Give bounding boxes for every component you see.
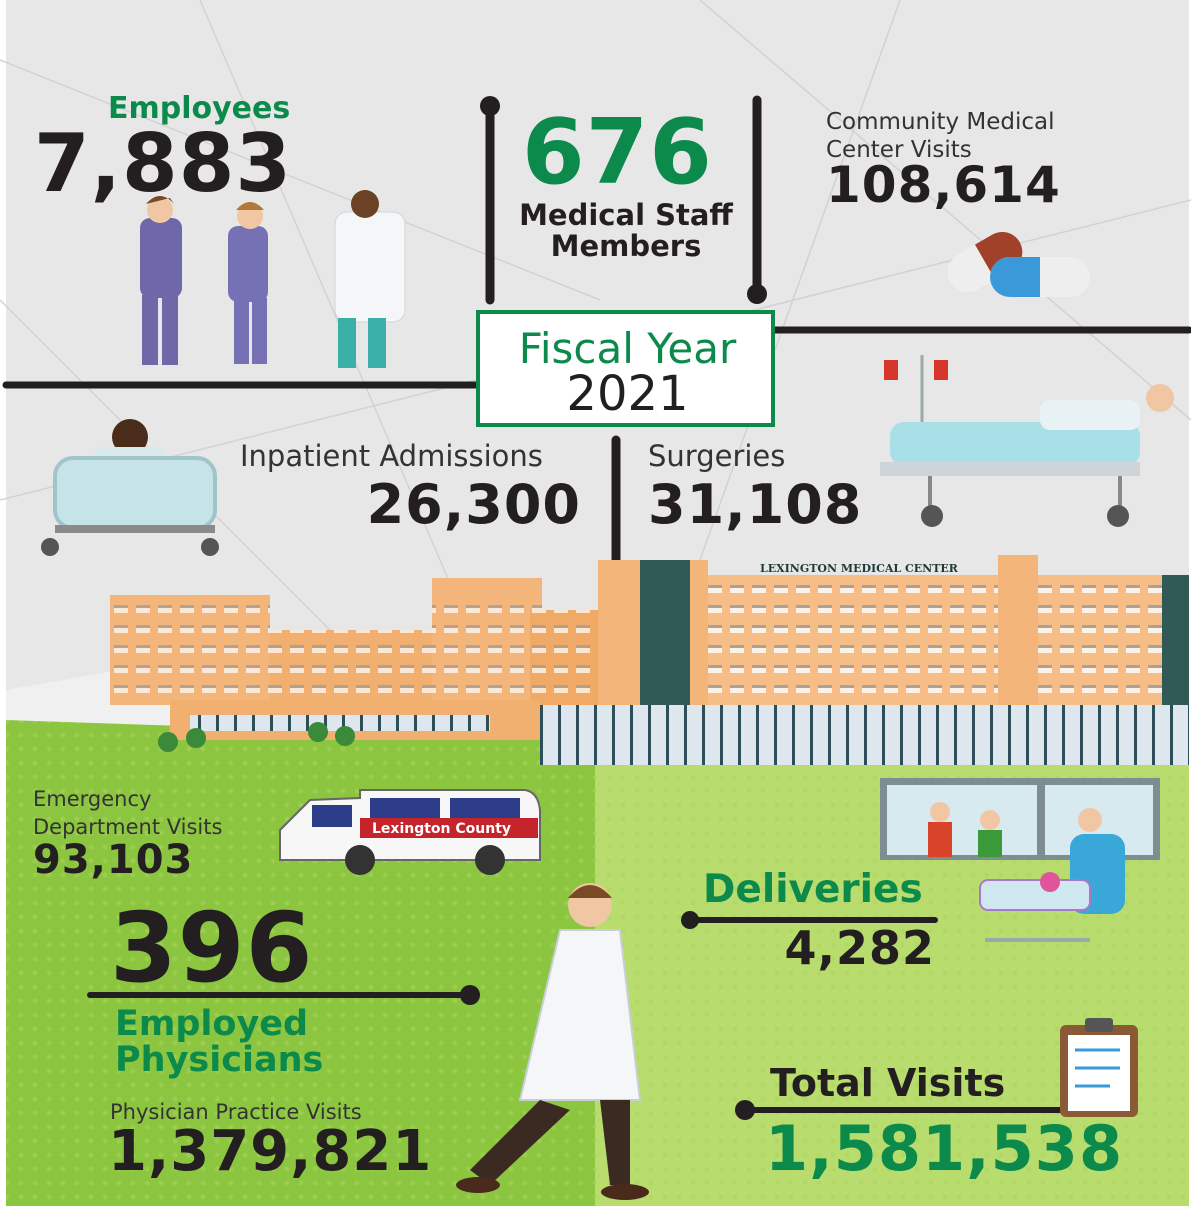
shape-rect <box>335 212 405 322</box>
shape-rect <box>1040 400 1140 430</box>
shape-rect <box>312 805 352 827</box>
shape-rect <box>140 218 182 298</box>
shape-circle <box>1146 384 1174 412</box>
shape-rect <box>228 226 268 302</box>
shape-rect <box>884 360 898 380</box>
deliveries-label: Deliveries <box>703 870 923 909</box>
total-visits-label: Total Visits <box>770 1064 1005 1102</box>
shape-rect <box>934 360 948 380</box>
shape-circle <box>345 845 375 875</box>
shape-rect <box>55 458 215 528</box>
shape-circle <box>735 1100 755 1120</box>
label-line: Community Medical <box>826 108 1055 136</box>
shape-rect <box>530 610 600 710</box>
shape-rect <box>978 830 1002 857</box>
shape-circle <box>186 728 206 748</box>
shape-rect <box>1068 1035 1130 1111</box>
shape-circle <box>475 845 505 875</box>
inpatient-label: Inpatient Admissions <box>240 442 543 471</box>
emergency-label: Emergency Department Visits <box>33 785 222 841</box>
label-line: Employed <box>115 1006 323 1042</box>
shape-rect <box>998 555 1038 710</box>
shape-rect <box>450 798 520 818</box>
shape-circle <box>1078 808 1102 832</box>
shape-rect <box>252 298 267 364</box>
total-visits-value: 1,581,538 <box>765 1118 1123 1180</box>
shape-circle <box>158 732 178 752</box>
shape-rect <box>432 600 542 708</box>
deliveries-value: 4,282 <box>784 925 935 971</box>
label-line: Emergency <box>33 785 222 813</box>
shape-rect <box>55 525 215 533</box>
shape-ellipse <box>601 1184 649 1200</box>
practice-visits-value: 1,379,821 <box>108 1124 432 1180</box>
shape-circle <box>480 96 500 116</box>
community-visits-value: 108,614 <box>826 160 1061 210</box>
shape-circle <box>335 726 355 746</box>
shape-rect <box>887 785 1037 855</box>
physicians-value: 396 <box>110 900 313 996</box>
infographic: { "employees": {"label": "Employees", "v… <box>0 0 1191 1206</box>
label-line: Physicians <box>115 1042 323 1078</box>
shape-circle <box>1040 872 1060 892</box>
shape-circle <box>1107 505 1129 527</box>
shape-rect <box>142 295 158 365</box>
emergency-value: 93,103 <box>33 840 193 880</box>
fiscal-year: 2021 <box>478 370 777 418</box>
employees-value: 7,883 <box>34 124 292 204</box>
shape-circle <box>351 190 379 218</box>
medical-staff-label: Medical Staff Members <box>510 200 742 262</box>
medical-staff-value: 676 <box>522 108 713 198</box>
clipboard <box>1060 1018 1138 1117</box>
shape-circle <box>921 505 943 527</box>
shape-rect <box>928 822 952 857</box>
shape-rect <box>640 560 690 710</box>
shape-ellipse <box>456 1177 500 1193</box>
shape-rect <box>708 580 998 710</box>
surgeries-label: Surgeries <box>648 442 785 471</box>
shape-circle <box>308 722 328 742</box>
shape-rect <box>370 798 440 818</box>
inpatient-value: 26,300 <box>367 478 581 532</box>
shape-circle <box>460 985 480 1005</box>
shape-rect <box>1162 575 1189 710</box>
shape-rect <box>234 298 249 364</box>
shape-path <box>990 257 1040 297</box>
shape-circle <box>747 284 767 304</box>
shape-rect <box>162 295 178 365</box>
shape-circle <box>41 538 59 556</box>
shape-rect <box>110 595 270 705</box>
shape-rect <box>368 318 386 368</box>
surgeries-value: 31,108 <box>648 478 862 532</box>
shape-rect <box>540 705 1189 765</box>
shape-circle <box>930 802 950 822</box>
ambulance-text: Lexington County <box>372 821 511 837</box>
shape-rect <box>1085 1018 1113 1032</box>
page: Fiscal Year Infographic html, body { mar… <box>0 0 1191 1206</box>
shape-rect <box>980 880 1090 910</box>
physicians-label: Employed Physicians <box>115 1006 323 1078</box>
label-line: Members <box>510 231 742 262</box>
shape-circle <box>201 538 219 556</box>
label-line: Medical Staff <box>510 200 742 231</box>
shape-circle <box>980 810 1000 830</box>
shape-rect <box>270 630 440 700</box>
building-sign: LEXINGTON MEDICAL CENTER <box>760 562 959 575</box>
shape-rect <box>338 318 356 368</box>
fiscal-year-label: Fiscal Year <box>478 328 777 370</box>
shape-rect <box>880 462 1140 476</box>
shape-g <box>228 226 268 364</box>
shape-circle <box>681 911 699 929</box>
